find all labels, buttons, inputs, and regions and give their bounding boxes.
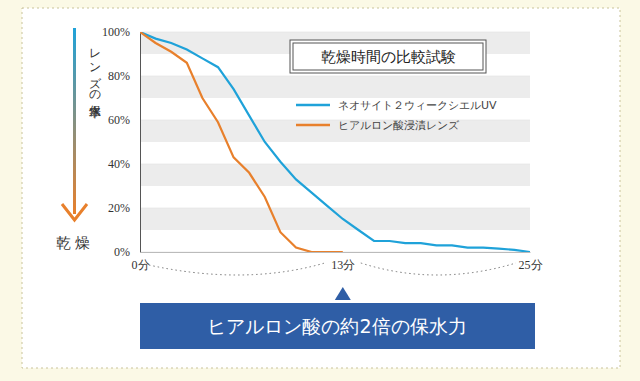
y-arrow-head — [62, 204, 87, 220]
grid-band — [140, 120, 530, 142]
banner-pointer — [335, 287, 351, 300]
y-tick: 100% — [102, 25, 140, 39]
chart: 0% 20% 40% 60% 80% 100% 0分 13分 25分 乾燥時間の比較試験ネオサイト… — [0, 0, 640, 381]
y-tick-label: 0% — [114, 245, 130, 259]
x-tick: 13分 — [331, 252, 355, 272]
lines — [140, 32, 530, 252]
x-tick-label: 0分 — [132, 258, 150, 272]
title-box: 乾燥時間の比較試験 — [290, 40, 486, 73]
y-label: レンズの保水率 — [88, 40, 102, 119]
grid-line — [140, 76, 530, 77]
banner-text: ヒアルロン酸の約2倍の保水力 — [207, 315, 466, 337]
y-tick-label: 100% — [102, 25, 130, 39]
y-tick-label: 20% — [108, 201, 130, 215]
legend-swatch — [296, 124, 330, 127]
panel — [22, 8, 620, 368]
y-tick: 40% — [108, 157, 140, 171]
x-tick: 0分 — [132, 252, 150, 272]
x-tick-label: 13分 — [331, 258, 355, 272]
title: 乾燥時間の比較試験 — [321, 48, 456, 66]
x-axis-line — [141, 252, 531, 253]
legend-label: ネオサイト２ウィークシエルUV — [338, 99, 497, 112]
y-tick-label: 40% — [108, 157, 130, 171]
y-arrow — [73, 28, 76, 214]
y-tick: 20% — [108, 201, 140, 215]
annotation: 乾燥 — [56, 234, 94, 252]
y-tick-label: 80% — [108, 69, 130, 83]
y-axis-line — [140, 33, 141, 253]
y-tick: 60% — [108, 113, 140, 127]
y-tick: 80% — [108, 69, 140, 83]
title-frame — [293, 43, 483, 70]
x-tick-label: 25分 — [519, 258, 543, 272]
dotted-arc — [140, 263, 516, 275]
background — [0, 0, 640, 381]
y-tick-label: 60% — [108, 113, 130, 127]
grid-band — [140, 164, 530, 186]
y-axis: 0% 20% 40% 60% 80% 100% — [102, 25, 141, 259]
legend-swatch — [296, 104, 330, 107]
grid-line — [140, 32, 530, 33]
banner — [140, 303, 535, 349]
legend-label: ヒアルロン酸浸漬レンズ — [338, 119, 460, 132]
x-axis: 0分 13分 25分 — [132, 252, 543, 272]
grid — [140, 32, 530, 252]
grid-line — [140, 208, 530, 209]
series-line — [140, 32, 530, 252]
title-frame — [290, 40, 486, 73]
grid-line — [140, 164, 530, 165]
legend: ネオサイト２ウィークシエルUV ヒアルロン酸浸漬レンズ — [296, 99, 497, 132]
grid-line — [140, 120, 530, 121]
x-tick: 25分 — [519, 252, 543, 272]
